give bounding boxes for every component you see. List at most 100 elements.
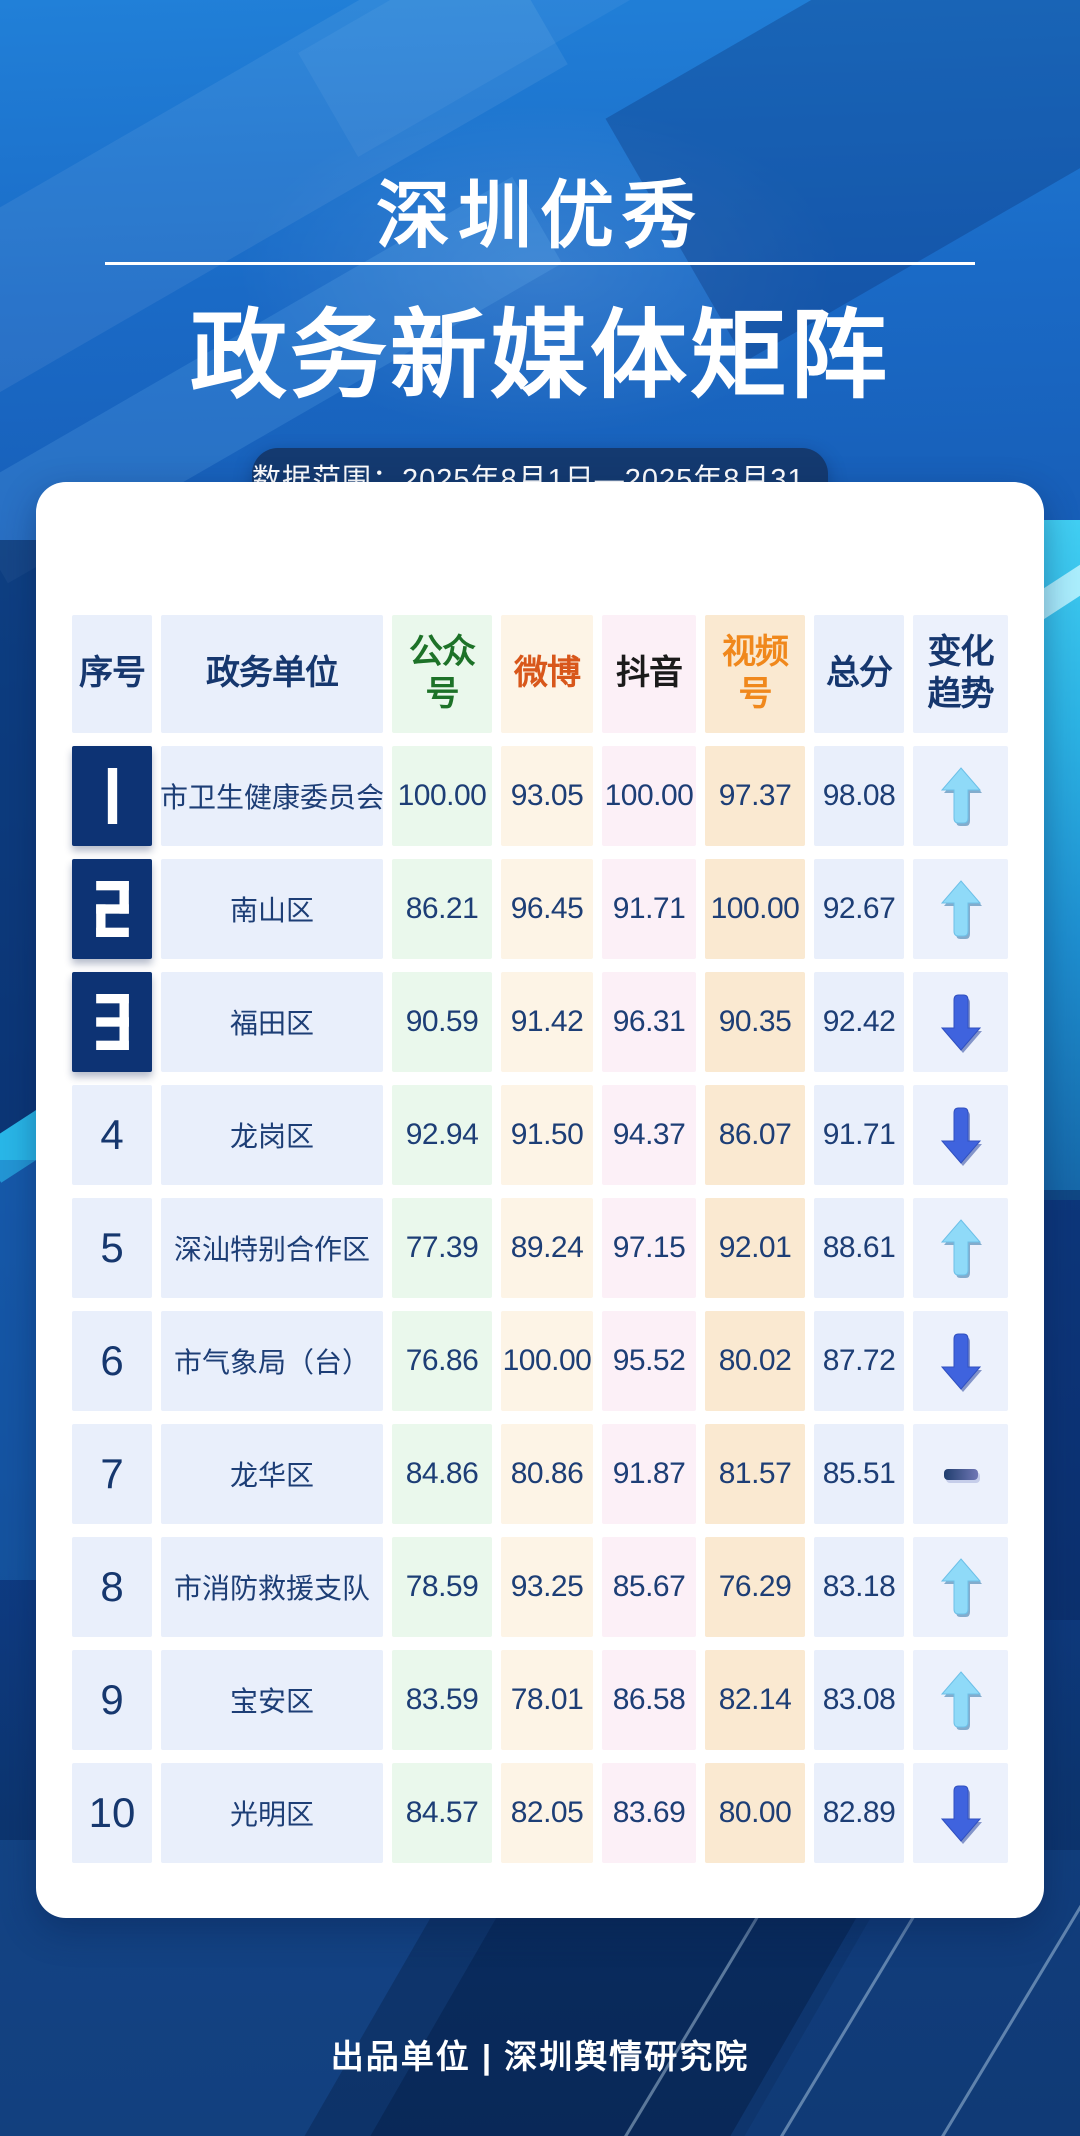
gongzhonghao-score-cell: 92.94 [392, 1085, 492, 1185]
rank-cell: 10 [72, 1763, 152, 1863]
unit-cell: 南山区 [161, 859, 383, 959]
column-header-weibo: 微博 [501, 615, 593, 733]
douyin-score-cell: 100.00 [602, 746, 696, 846]
trend-up-icon [940, 1558, 982, 1617]
trend-up-icon [940, 767, 982, 826]
shipinhao-score-cell: 90.35 [705, 972, 805, 1072]
shipinhao-score-cell: 80.00 [705, 1763, 805, 1863]
rank-digit [95, 994, 129, 1050]
douyin-score-cell: 96.31 [602, 972, 696, 1072]
unit-cell: 市气象局（台） [161, 1311, 383, 1411]
background-streak [298, 0, 722, 157]
total-score-cell: 98.08 [814, 746, 904, 846]
title-divider [105, 262, 975, 265]
shipinhao-score-cell: 92.01 [705, 1198, 805, 1298]
gongzhonghao-score-cell: 77.39 [392, 1198, 492, 1298]
column-header-label: 公众号 [409, 634, 476, 713]
total-score-cell: 82.89 [814, 1763, 904, 1863]
unit-cell: 龙华区 [161, 1424, 383, 1524]
unit-cell: 福田区 [161, 972, 383, 1072]
shipinhao-score-cell: 80.02 [705, 1311, 805, 1411]
rank-cell [72, 972, 152, 1072]
shipinhao-score-cell: 76.29 [705, 1537, 805, 1637]
unit-cell: 深汕特别合作区 [161, 1198, 383, 1298]
gongzhonghao-score-cell: 86.21 [392, 859, 492, 959]
trend-cell [913, 859, 1008, 959]
page-title-line2: 政务新媒体矩阵 [190, 301, 890, 410]
gongzhonghao-score-cell: 83.59 [392, 1650, 492, 1750]
douyin-score-cell: 86.58 [602, 1650, 696, 1750]
trend-cell [913, 746, 1008, 846]
column-header-label: 政务单位 [206, 655, 339, 692]
douyin-score-cell: 85.67 [602, 1537, 696, 1637]
weibo-score-cell: 80.86 [501, 1424, 593, 1524]
trend-cell [913, 1085, 1008, 1185]
douyin-score-cell: 97.15 [602, 1198, 696, 1298]
rank-cell [72, 746, 152, 846]
weibo-score-cell: 89.24 [501, 1198, 593, 1298]
rank-cell: 9 [72, 1650, 152, 1750]
trend-cell [913, 1763, 1008, 1863]
total-score-cell: 83.18 [814, 1537, 904, 1637]
rank-digit [95, 881, 129, 937]
trend-down-icon [940, 994, 982, 1053]
gongzhonghao-score-cell: 78.59 [392, 1537, 492, 1637]
page-title-line1: 深圳优秀 [376, 174, 704, 257]
weibo-score-cell: 93.25 [501, 1537, 593, 1637]
column-header-label: 变化趋势 [927, 634, 995, 713]
trend-cell [913, 1198, 1008, 1298]
column-header-label: 抖音 [616, 655, 683, 692]
shipinhao-score-cell: 82.14 [705, 1650, 805, 1750]
publisher-footer: 出品单位 | 深圳舆情研究院 [330, 2038, 750, 2075]
trend-down-icon [940, 1333, 982, 1392]
column-header-total: 总分 [814, 615, 904, 733]
rank-cell: 8 [72, 1537, 152, 1637]
gongzhonghao-score-cell: 76.86 [392, 1311, 492, 1411]
trend-cell [913, 1424, 1008, 1524]
gongzhonghao-score-cell: 84.86 [392, 1424, 492, 1524]
column-header-rank: 序号 [72, 615, 152, 733]
unit-cell: 龙岗区 [161, 1085, 383, 1185]
ranking-card: 序号 政务单位 公众号 微博 抖音 视频号 总分 变化趋势 市卫生健康委员会 100.00 93.0… [36, 482, 1044, 1918]
column-header-unit: 政务单位 [161, 615, 383, 733]
trend-cell [913, 1650, 1008, 1750]
weibo-score-cell: 82.05 [501, 1763, 593, 1863]
rank-cell: 6 [72, 1311, 152, 1411]
shipinhao-score-cell: 100.00 [705, 859, 805, 959]
douyin-score-cell: 94.37 [602, 1085, 696, 1185]
total-score-cell: 91.71 [814, 1085, 904, 1185]
column-header-douyin: 抖音 [602, 615, 696, 733]
douyin-score-cell: 91.71 [602, 859, 696, 959]
column-header-gongzhonghao: 公众号 [392, 615, 492, 733]
weibo-score-cell: 78.01 [501, 1650, 593, 1750]
column-header-label: 微博 [514, 655, 581, 692]
douyin-score-cell: 91.87 [602, 1424, 696, 1524]
trend-up-icon [940, 1219, 982, 1278]
column-header-shipinhao: 视频号 [705, 615, 805, 733]
trend-flat-icon [943, 1468, 978, 1480]
total-score-cell: 87.72 [814, 1311, 904, 1411]
weibo-score-cell: 91.42 [501, 972, 593, 1072]
douyin-score-cell: 83.69 [602, 1763, 696, 1863]
unit-cell: 市卫生健康委员会 [160, 746, 384, 846]
trend-cell [913, 972, 1008, 1072]
trend-down-icon [940, 1785, 982, 1844]
column-header-label: 视频号 [722, 634, 789, 713]
rank-cell: 7 [72, 1424, 152, 1524]
unit-cell: 光明区 [161, 1763, 383, 1863]
total-score-cell: 92.42 [814, 972, 904, 1072]
background-glow [120, 40, 960, 500]
trend-up-icon [940, 880, 982, 939]
ranking-table: 序号 政务单位 公众号 微博 抖音 视频号 总分 变化趋势 市卫生健康委员会 100.00 93.0… [72, 615, 1008, 1863]
gongzhonghao-score-cell: 90.59 [392, 972, 492, 1072]
shipinhao-score-cell: 97.37 [705, 746, 805, 846]
shipinhao-score-cell: 81.57 [705, 1424, 805, 1524]
trend-cell [913, 1311, 1008, 1411]
trend-down-icon [940, 1107, 982, 1166]
weibo-score-cell: 96.45 [501, 859, 593, 959]
weibo-score-cell: 93.05 [501, 746, 593, 846]
rank-cell [72, 859, 152, 959]
rank-cell: 4 [72, 1085, 152, 1185]
trend-up-icon [940, 1671, 982, 1730]
gongzhonghao-score-cell: 84.57 [392, 1763, 492, 1863]
